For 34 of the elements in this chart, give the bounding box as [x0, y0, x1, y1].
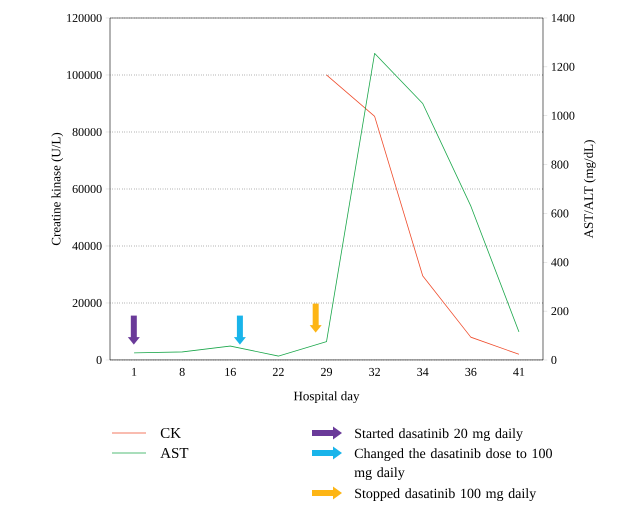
y2-tick-label: 1400 [552, 14, 574, 22]
legend-label: AST [160, 448, 188, 458]
y-axis-title: Creatine kinase (U/L) [51, 132, 64, 246]
x-tick-label: 41 [513, 368, 524, 376]
x-axis-title: Hospital day [294, 391, 360, 404]
text: Changed the dasatinib dose to 100 mg daily [354, 448, 552, 480]
y-tick-label: 80000 [72, 128, 102, 136]
y-tick-label: 100000 [67, 70, 102, 80]
x-tick-label: 34 [417, 368, 429, 376]
line-series [326, 74, 520, 355]
line-series [134, 53, 520, 356]
y-tick-label: 40000 [72, 242, 102, 250]
y2-tick-label: 600 [551, 209, 568, 218]
x-tick-label: 36 [465, 368, 476, 376]
x-tick-label: 1 [132, 368, 136, 376]
y-tick-label: 0 [96, 356, 102, 364]
y2-tick-label: 200 [551, 307, 568, 316]
text: Started dasatinib 20 mg daily [355, 428, 523, 442]
x-tick-label: 22 [272, 368, 284, 376]
x-tick-label: 16 [225, 368, 236, 376]
text: Stopped dasatinib 100 mg daily [355, 488, 536, 502]
x-tick-label: 29 [321, 368, 332, 376]
y-tick-label: 60000 [72, 184, 102, 194]
y-tick-label: 120000 [67, 14, 102, 22]
y2-tick-label: 400 [551, 258, 568, 266]
y2-tick-label: 1200 [552, 62, 574, 71]
y2-axis-title: AST/ALT (mg/dL) [584, 140, 596, 238]
y-tick-label: 20000 [72, 298, 102, 308]
legend-label: CK [160, 428, 181, 438]
y2-tick-label: 0 [551, 356, 556, 364]
y2-tick-label: 1000 [552, 112, 574, 120]
y2-tick-label: 800 [551, 160, 568, 169]
x-tick-label: 8 [180, 368, 185, 376]
x-tick-label: 32 [369, 368, 380, 376]
